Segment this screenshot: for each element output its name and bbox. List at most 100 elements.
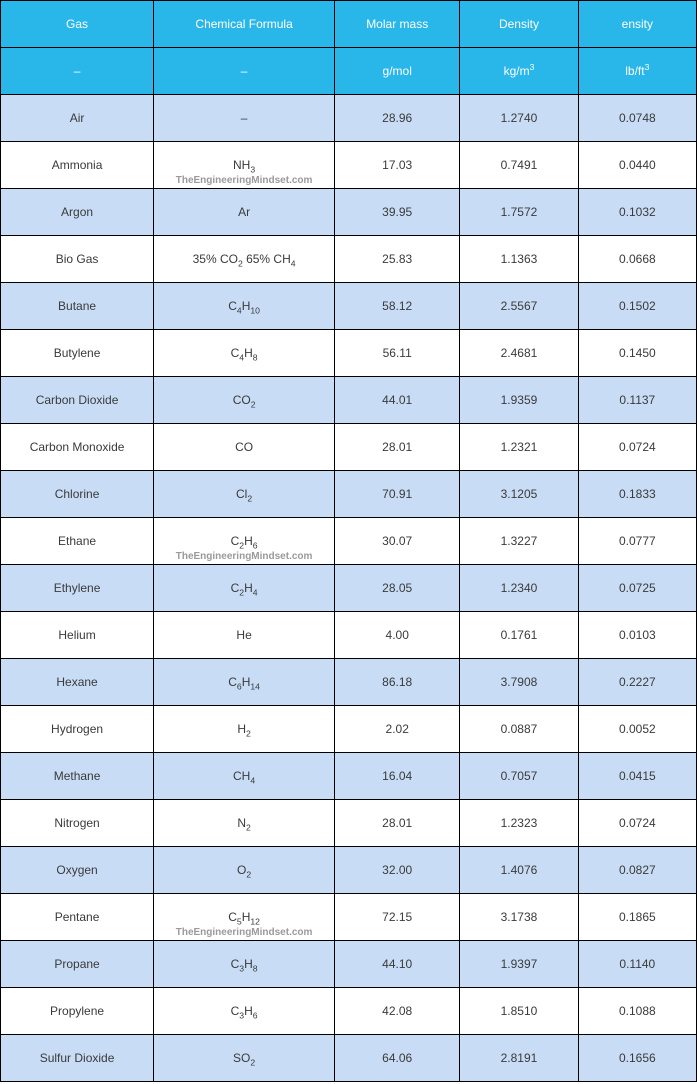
watermark-text: TheEngineeringMindset.com	[176, 175, 313, 186]
cell-density-imp: 0.0415	[578, 753, 696, 800]
table-row: ArgonAr39.951.75720.1032	[1, 189, 697, 236]
cell-formula: CO2	[154, 377, 335, 424]
table-row: HeliumHe4.000.17610.0103	[1, 612, 697, 659]
cell-density-imp: 0.1088	[578, 988, 696, 1035]
cell-gas: Methane	[1, 753, 154, 800]
cell-density-imp: 0.0777	[578, 518, 696, 565]
cell-molar-mass: 56.11	[335, 330, 460, 377]
cell-formula: C4H8	[154, 330, 335, 377]
cell-density-si: 0.0887	[460, 706, 578, 753]
cell-density-imp: 0.0748	[578, 95, 696, 142]
cell-molar-mass: 16.04	[335, 753, 460, 800]
cell-gas: Butylene	[1, 330, 154, 377]
cell-density-si: 1.2323	[460, 800, 578, 847]
header-density-si: Density	[460, 1, 578, 48]
cell-density-si: 1.2321	[460, 424, 578, 471]
cell-density-si: 1.1363	[460, 236, 578, 283]
cell-formula: NH3TheEngineeringMindset.com	[154, 142, 335, 189]
table-row: ChlorineCl270.913.12050.1833	[1, 471, 697, 518]
cell-gas: Air	[1, 95, 154, 142]
cell-molar-mass: 64.06	[335, 1035, 460, 1082]
header-molar: Molar mass	[335, 1, 460, 48]
table-row: NitrogenN228.011.23230.0724	[1, 800, 697, 847]
cell-gas: Ethylene	[1, 565, 154, 612]
cell-formula: SO2	[154, 1035, 335, 1082]
cell-molar-mass: 44.10	[335, 941, 460, 988]
cell-molar-mass: 2.02	[335, 706, 460, 753]
cell-formula: O2	[154, 847, 335, 894]
cell-density-si: 2.8191	[460, 1035, 578, 1082]
cell-gas: Chlorine	[1, 471, 154, 518]
cell-density-si: 0.1761	[460, 612, 578, 659]
cell-density-imp: 0.0103	[578, 612, 696, 659]
header-row-labels: Gas Chemical Formula Molar mass Density …	[1, 1, 697, 48]
gas-density-table-container: Gas Chemical Formula Molar mass Density …	[0, 0, 697, 1082]
cell-gas: Hydrogen	[1, 706, 154, 753]
header-row-units: – – g/mol kg/m3 lb/ft3	[1, 48, 697, 95]
table-row: EthaneC2H6TheEngineeringMindset.com30.07…	[1, 518, 697, 565]
table-row: MethaneCH416.040.70570.0415	[1, 753, 697, 800]
cell-density-si: 3.1738	[460, 894, 578, 941]
cell-density-si: 1.2340	[460, 565, 578, 612]
cell-gas: Argon	[1, 189, 154, 236]
cell-molar-mass: 72.15	[335, 894, 460, 941]
cell-density-imp: 0.0052	[578, 706, 696, 753]
cell-density-imp: 0.1032	[578, 189, 696, 236]
watermark-text: TheEngineeringMindset.com	[176, 551, 313, 562]
cell-formula: CH4	[154, 753, 335, 800]
cell-molar-mass: 30.07	[335, 518, 460, 565]
cell-formula: N2	[154, 800, 335, 847]
cell-gas: Pentane	[1, 894, 154, 941]
table-row: AmmoniaNH3TheEngineeringMindset.com17.03…	[1, 142, 697, 189]
table-row: Air–28.961.27400.0748	[1, 95, 697, 142]
table-header: Gas Chemical Formula Molar mass Density …	[1, 1, 697, 95]
cell-density-si: 1.9359	[460, 377, 578, 424]
table-row: PropyleneC3H642.081.85100.1088	[1, 988, 697, 1035]
table-row: Carbon DioxideCO244.011.93590.1137	[1, 377, 697, 424]
cell-density-si: 2.5567	[460, 283, 578, 330]
cell-density-si: 1.9397	[460, 941, 578, 988]
unit-gas: –	[1, 48, 154, 95]
cell-formula: C3H8	[154, 941, 335, 988]
cell-formula: CO	[154, 424, 335, 471]
header-gas: Gas	[1, 1, 154, 48]
cell-density-si: 1.8510	[460, 988, 578, 1035]
table-row: HydrogenH22.020.08870.0052	[1, 706, 697, 753]
cell-density-si: 1.7572	[460, 189, 578, 236]
cell-molar-mass: 39.95	[335, 189, 460, 236]
cell-molar-mass: 28.96	[335, 95, 460, 142]
cell-formula: C3H6	[154, 988, 335, 1035]
cell-density-imp: 0.1502	[578, 283, 696, 330]
cell-gas: Butane	[1, 283, 154, 330]
unit-molar: g/mol	[335, 48, 460, 95]
unit-density-imp: lb/ft3	[578, 48, 696, 95]
cell-molar-mass: 58.12	[335, 283, 460, 330]
cell-molar-mass: 4.00	[335, 612, 460, 659]
cell-density-imp: 0.0725	[578, 565, 696, 612]
cell-molar-mass: 28.01	[335, 800, 460, 847]
cell-gas: Carbon Dioxide	[1, 377, 154, 424]
cell-gas: Sulfur Dioxide	[1, 1035, 154, 1082]
cell-formula: He	[154, 612, 335, 659]
table-row: Bio Gas35% CO2 65% CH425.831.13630.0668	[1, 236, 697, 283]
cell-formula: C4H10	[154, 283, 335, 330]
cell-molar-mass: 42.08	[335, 988, 460, 1035]
cell-gas: Carbon Monoxide	[1, 424, 154, 471]
cell-density-si: 3.7908	[460, 659, 578, 706]
table-row: HexaneC6H1486.183.79080.2227	[1, 659, 697, 706]
cell-density-si: 0.7491	[460, 142, 578, 189]
cell-density-si: 1.2740	[460, 95, 578, 142]
cell-density-imp: 0.1833	[578, 471, 696, 518]
cell-density-imp: 0.0724	[578, 800, 696, 847]
cell-density-imp: 0.1450	[578, 330, 696, 377]
cell-molar-mass: 25.83	[335, 236, 460, 283]
cell-formula: –	[154, 95, 335, 142]
table-row: OxygenO232.001.40760.0827	[1, 847, 697, 894]
cell-formula: H2	[154, 706, 335, 753]
cell-formula: Cl2	[154, 471, 335, 518]
cell-density-imp: 0.1865	[578, 894, 696, 941]
table-row: ButyleneC4H856.112.46810.1450	[1, 330, 697, 377]
cell-density-si: 3.1205	[460, 471, 578, 518]
cell-density-imp: 0.0668	[578, 236, 696, 283]
cell-molar-mass: 86.18	[335, 659, 460, 706]
